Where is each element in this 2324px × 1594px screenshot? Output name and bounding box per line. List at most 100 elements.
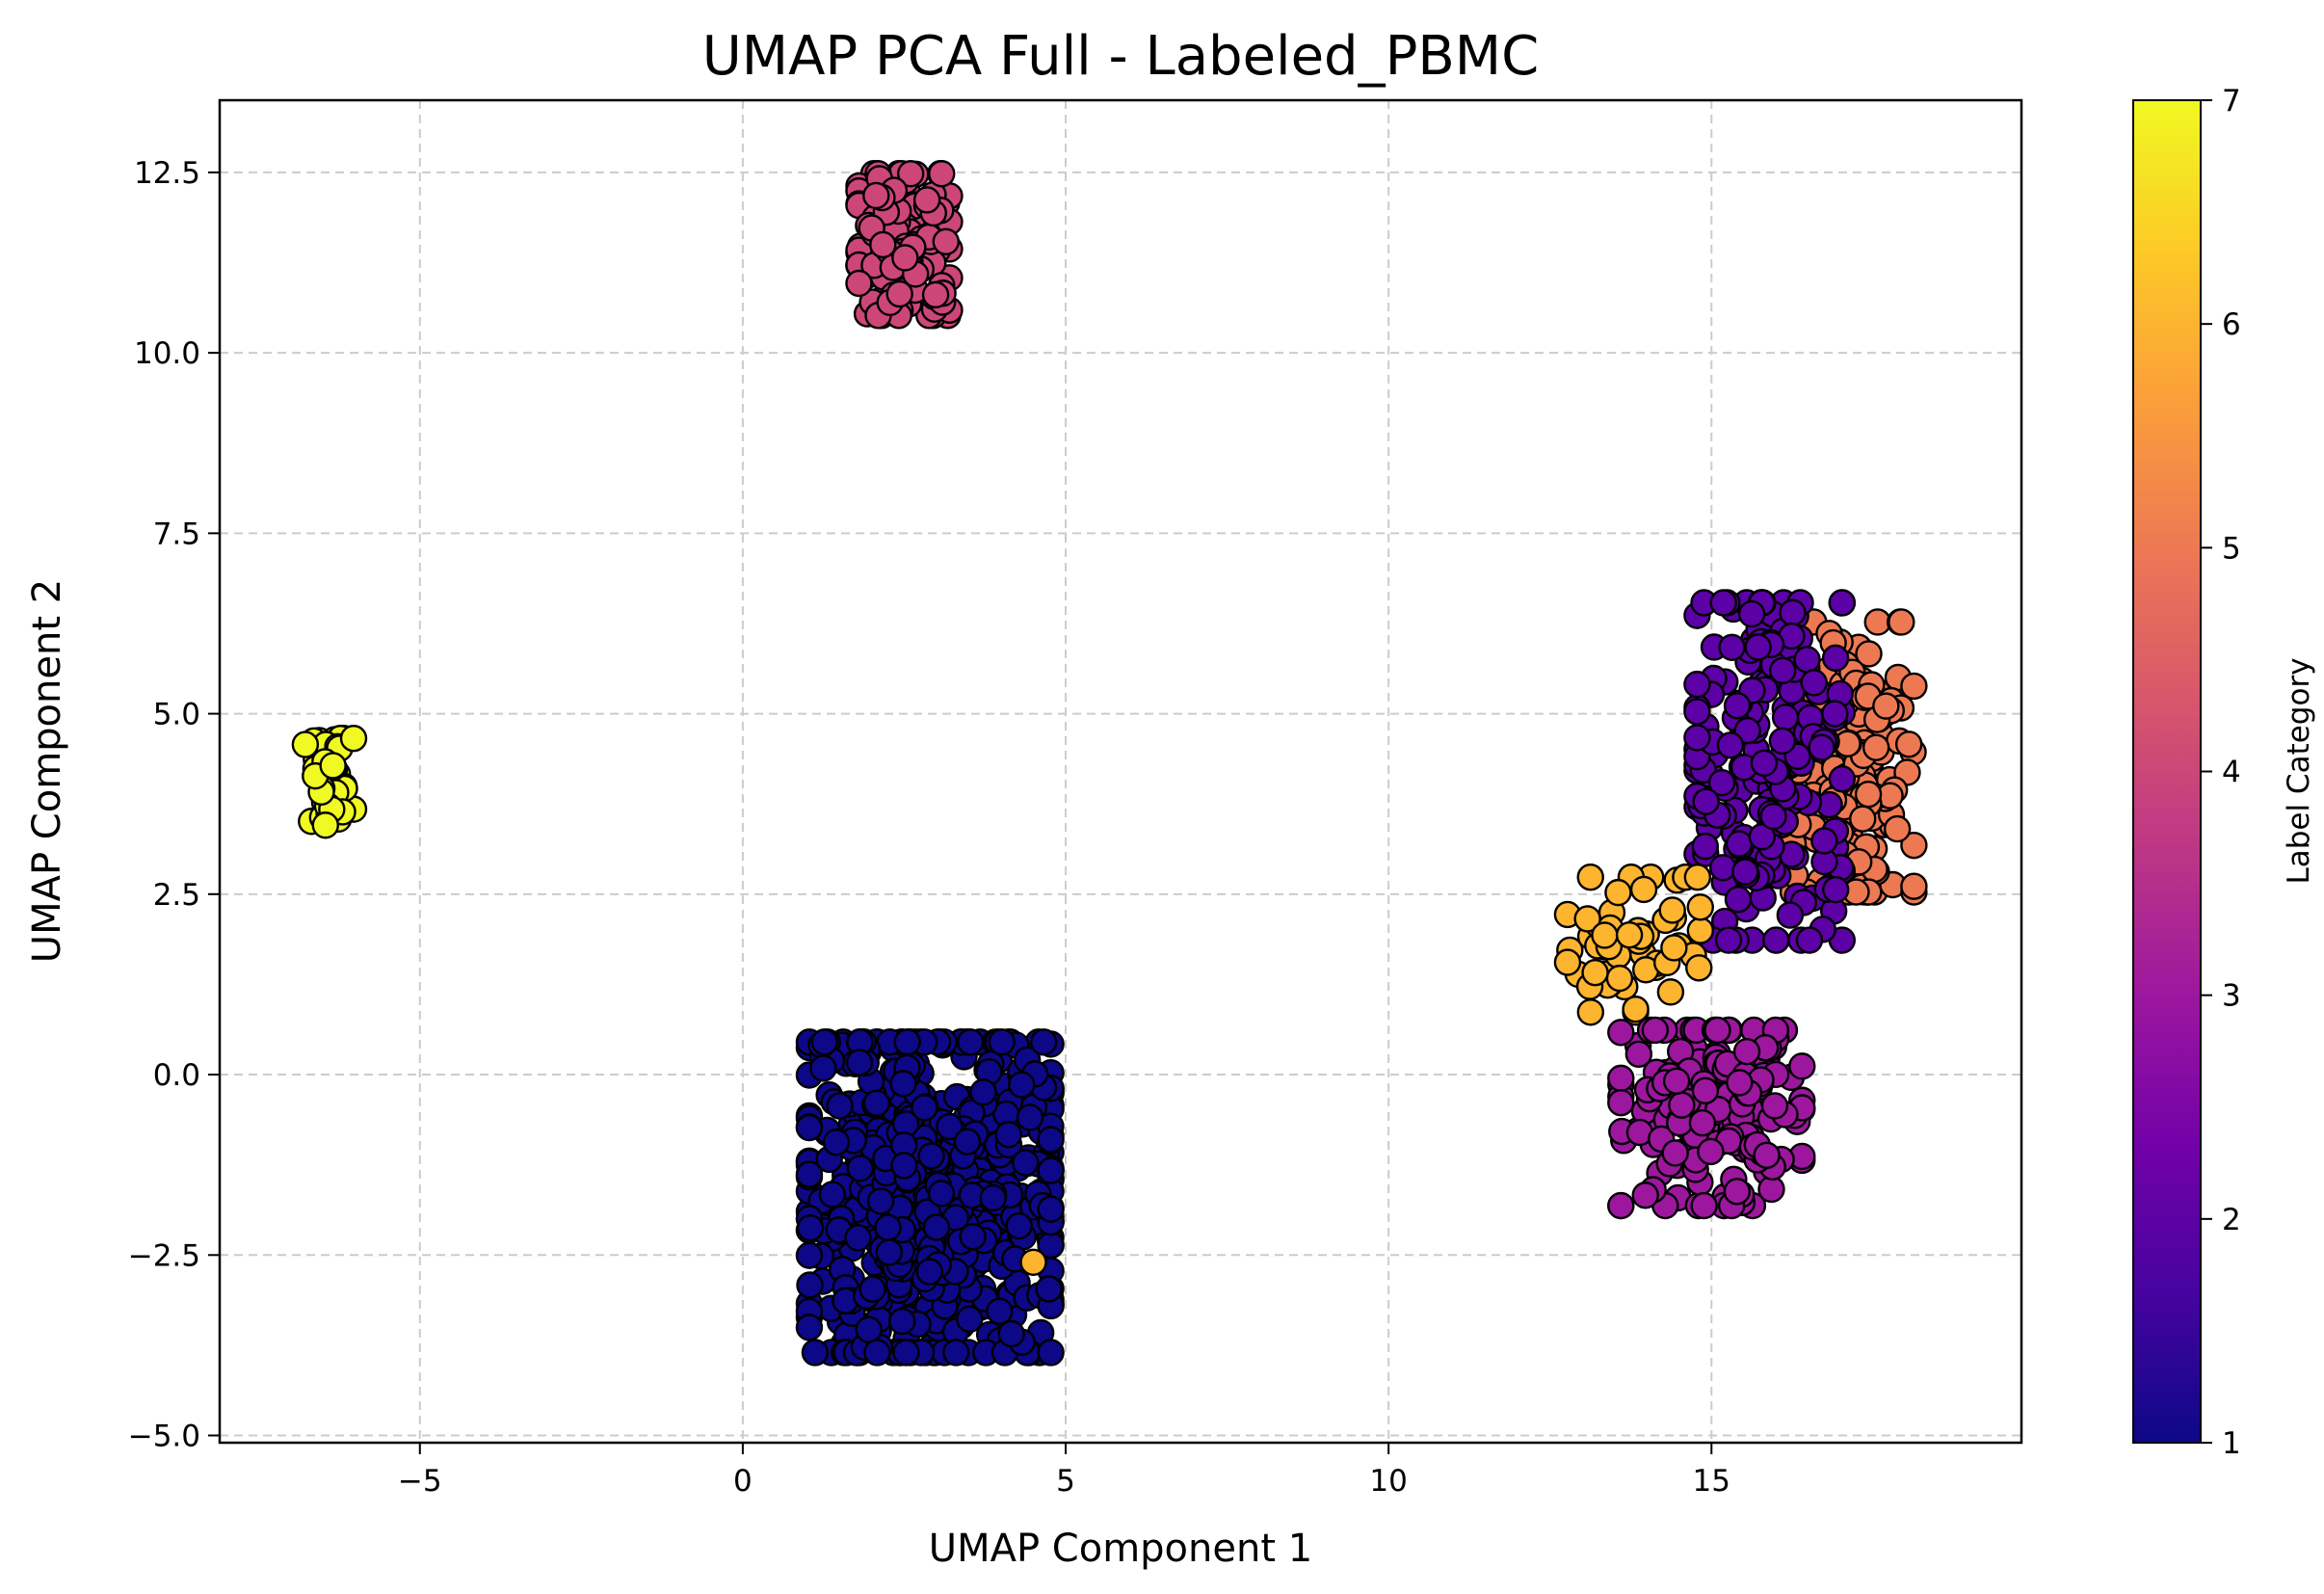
scatter-point: [1748, 822, 1777, 851]
scatter-point: [1795, 926, 1824, 954]
x-axis-ticks: −5 0 5 10 15: [398, 1443, 1730, 1499]
scatter-point: [796, 1271, 824, 1299]
scatter-point: [1750, 749, 1779, 778]
colorbar-tick-label: 4: [2222, 756, 2241, 790]
scatter-point: [917, 1142, 945, 1170]
scatter-point: [1691, 832, 1720, 861]
x-tick-label: −5: [398, 1464, 442, 1499]
scatter-point: [979, 1183, 1007, 1212]
scatter-point: [1800, 669, 1828, 697]
scatter-point: [1629, 875, 1658, 904]
scatter-point: [1573, 905, 1601, 933]
scatter-point: [855, 1315, 883, 1343]
scatter-point: [1662, 1067, 1691, 1095]
scatter-point: [1708, 854, 1737, 882]
colorbar-label: Label Category: [2282, 657, 2316, 884]
y-tick-label: 7.5: [153, 517, 200, 551]
scatter-point: [875, 1238, 904, 1266]
scatter-point: [994, 1121, 1022, 1149]
y-tick-label: 0.0: [153, 1058, 200, 1093]
colorbar-tick-label: 6: [2222, 307, 2241, 342]
scatter-point: [1768, 727, 1797, 756]
y-axis-label: UMAP Component 2: [25, 579, 69, 963]
scatter-point: [1883, 814, 1912, 843]
scatter-point: [959, 1223, 987, 1251]
scatter-point: [1005, 1211, 1033, 1240]
colorbar-ticks: 1 2 3 4 5 6 7: [2201, 84, 2241, 1461]
scatter-point: [892, 1339, 920, 1367]
scatter-point: [1576, 998, 1605, 1026]
colorbar-tick-label: 5: [2222, 531, 2241, 566]
scatter-point: [795, 1160, 824, 1188]
scatter-point: [1872, 692, 1900, 720]
scatter-point: [1709, 589, 1737, 617]
scatter-point: [1718, 633, 1746, 661]
scatter-point: [1605, 964, 1634, 993]
scatter-point: [1808, 733, 1835, 761]
scatter-point: [896, 160, 925, 188]
colorbar: [2132, 99, 2202, 1444]
scatter-point: [1631, 1182, 1659, 1209]
scatter-point: [1691, 1076, 1720, 1105]
plot-frame: [218, 98, 2023, 1445]
scatter-point: [936, 1112, 964, 1141]
scatter-point: [956, 1305, 984, 1334]
x-tick-label: 0: [733, 1464, 753, 1499]
chart-title: UMAP PCA Full - Labeled_PBMC: [702, 25, 1539, 88]
scatter-point: [1037, 1339, 1065, 1367]
scatter-point: [810, 1028, 839, 1056]
scatter-point: [1641, 1016, 1670, 1045]
scatter-point: [1686, 893, 1714, 921]
scatter-point: [1604, 878, 1632, 907]
scatter-point: [1723, 692, 1752, 720]
scatter-point: [1668, 1091, 1696, 1119]
scatter-point: [822, 1129, 851, 1156]
scatter-point: [885, 279, 913, 308]
scatter-point: [1900, 831, 1928, 860]
scatter-point: [1726, 1069, 1754, 1097]
scatter-point: [1716, 731, 1745, 759]
scatter-point: [1854, 780, 1883, 809]
scatter-point: [1703, 1016, 1731, 1045]
scatter-point: [1753, 1141, 1781, 1170]
scatter-point: [1771, 704, 1800, 731]
scatter-point: [1683, 670, 1711, 699]
scatter-point: [1697, 1137, 1725, 1166]
scatter-point: [953, 1128, 982, 1156]
scatter-point: [869, 230, 897, 259]
scatter-point: [866, 1187, 895, 1215]
x-tick-label: 5: [1056, 1464, 1075, 1499]
scatter-point: [874, 1213, 902, 1241]
scatter-point: [858, 1275, 886, 1303]
scatter-point: [1822, 875, 1850, 904]
scatter-point: [928, 160, 956, 188]
scatter-point: [1016, 1103, 1044, 1131]
scatter-point: [1788, 1052, 1816, 1080]
scatter-point: [1019, 1248, 1047, 1276]
scatter-point: [1737, 599, 1766, 628]
scatter-point: [1849, 805, 1877, 833]
scatter-point: [1732, 1037, 1761, 1066]
scatter-point: [1037, 1195, 1065, 1223]
scatter-point: [1888, 608, 1915, 636]
scatter-point: [1037, 1126, 1065, 1154]
scatter-point: [845, 269, 873, 298]
data-points: [291, 160, 1928, 1367]
scatter-point: [862, 181, 890, 210]
y-axis-ticks: −5.0 −2.5 0.0 2.5 5.0 7.5 10.0 12.5: [128, 156, 220, 1454]
scatter-point: [311, 811, 339, 839]
scatter-point: [1731, 858, 1759, 886]
y-tick-label: −2.5: [128, 1238, 200, 1273]
scatter-point: [911, 1094, 938, 1122]
scatter-point: [1622, 996, 1650, 1023]
scatter-point: [1012, 1149, 1040, 1177]
scatter-point: [1821, 700, 1849, 728]
scatter-point: [795, 1241, 824, 1269]
scatter-point: [844, 1224, 872, 1252]
y-tick-label: 12.5: [134, 156, 200, 191]
scatter-point: [915, 1258, 943, 1286]
scatter-point: [927, 1180, 956, 1208]
scatter-point: [893, 1028, 921, 1056]
scatter-point: [1828, 589, 1857, 617]
